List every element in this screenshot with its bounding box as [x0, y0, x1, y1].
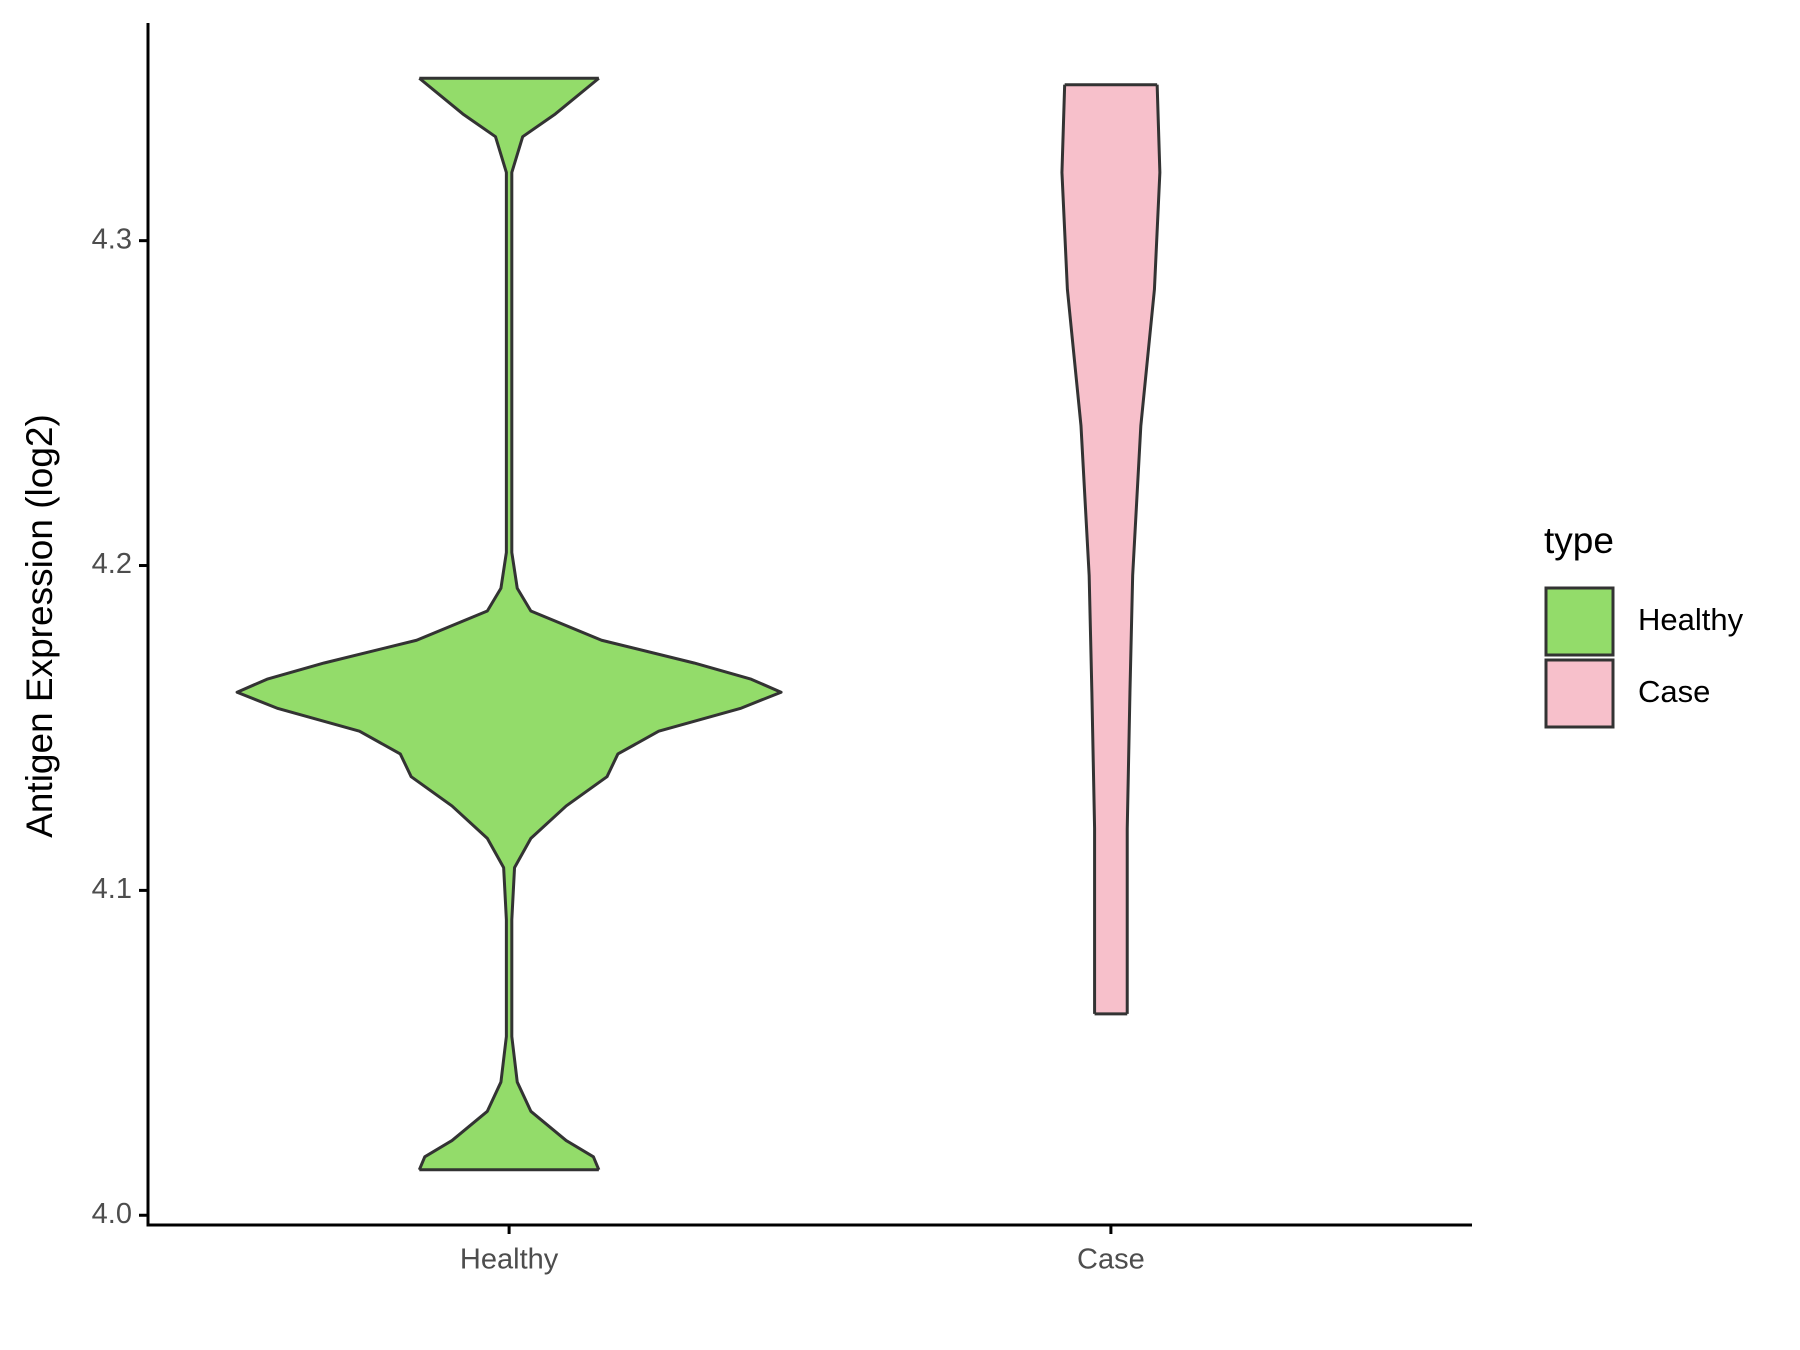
violin-left-edge — [235, 77, 508, 1171]
y-tick-label: 4.1 — [92, 873, 132, 905]
x-tick-label: Case — [1077, 1244, 1145, 1276]
violin-right-edge — [510, 77, 783, 1171]
legend-label: Case — [1638, 674, 1710, 709]
violin-body — [1061, 84, 1160, 1014]
legend-title: type — [1544, 520, 1614, 561]
y-tick-label: 4.3 — [92, 223, 132, 255]
y-tick-label: 4.0 — [92, 1198, 132, 1230]
legend-swatch — [1544, 586, 1615, 657]
legend-label: Healthy — [1638, 602, 1744, 637]
violin-left-edge — [1060, 84, 1097, 1014]
y-axis-title: Antigen Expression (log2) — [19, 414, 60, 838]
violin-body — [237, 78, 782, 1170]
y-tick-label: 4.2 — [92, 548, 132, 580]
violin-right-edge — [1125, 84, 1162, 1014]
legend-swatch — [1544, 658, 1615, 729]
x-tick-label: Healthy — [460, 1244, 559, 1276]
